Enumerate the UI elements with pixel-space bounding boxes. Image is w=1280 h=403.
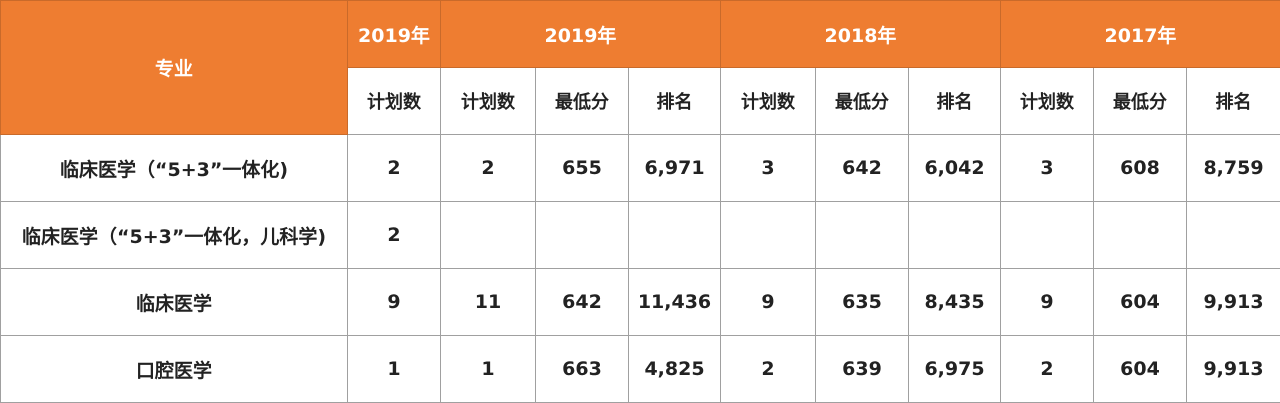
value-cell: 635 xyxy=(816,269,909,336)
value-cell xyxy=(721,202,816,269)
group-header: 2019年 xyxy=(348,1,441,68)
value-cell: 8,435 xyxy=(909,269,1001,336)
value-cell: 3 xyxy=(721,135,816,202)
value-cell: 604 xyxy=(1094,269,1187,336)
group-header: 2017年 xyxy=(1001,1,1280,68)
value-cell: 1 xyxy=(441,336,536,403)
value-cell: 604 xyxy=(1094,336,1187,403)
value-cell xyxy=(629,202,721,269)
value-cell: 639 xyxy=(816,336,909,403)
value-cell: 2 xyxy=(1001,336,1094,403)
value-cell: 2 xyxy=(721,336,816,403)
value-cell xyxy=(1001,202,1094,269)
value-cell: 9 xyxy=(721,269,816,336)
subheader-cell: 最低分 xyxy=(1094,68,1187,135)
major-cell: 临床医学 xyxy=(1,269,348,336)
value-cell: 11,436 xyxy=(629,269,721,336)
value-cell: 642 xyxy=(816,135,909,202)
subheader-cell: 排名 xyxy=(629,68,721,135)
value-cell: 9 xyxy=(348,269,441,336)
subheader-cell: 排名 xyxy=(909,68,1001,135)
subheader-cell: 计划数 xyxy=(1001,68,1094,135)
header-row-groups: 专业 2019年 2019年 2018年 2017年 xyxy=(1,1,1280,68)
value-cell: 642 xyxy=(536,269,629,336)
value-cell: 655 xyxy=(536,135,629,202)
value-cell: 6,971 xyxy=(629,135,721,202)
value-cell xyxy=(441,202,536,269)
value-cell: 9,913 xyxy=(1187,336,1280,403)
group-header: 2018年 xyxy=(721,1,1001,68)
value-cell: 11 xyxy=(441,269,536,336)
value-cell xyxy=(909,202,1001,269)
major-header: 专业 xyxy=(1,1,348,135)
subheader-cell: 排名 xyxy=(1187,68,1280,135)
subheader-cell: 计划数 xyxy=(721,68,816,135)
value-cell xyxy=(1094,202,1187,269)
subheader-cell: 最低分 xyxy=(816,68,909,135)
major-cell: 口腔医学 xyxy=(1,336,348,403)
subheader-cell: 计划数 xyxy=(348,68,441,135)
value-cell: 608 xyxy=(1094,135,1187,202)
value-cell: 663 xyxy=(536,336,629,403)
subheader-cell: 最低分 xyxy=(536,68,629,135)
value-cell: 9 xyxy=(1001,269,1094,336)
value-cell: 8,759 xyxy=(1187,135,1280,202)
table-row: 临床医学（“5+3”一体化，儿科学)2 xyxy=(1,202,1280,269)
value-cell xyxy=(1187,202,1280,269)
value-cell: 2 xyxy=(348,202,441,269)
value-cell: 2 xyxy=(441,135,536,202)
value-cell: 6,975 xyxy=(909,336,1001,403)
value-cell: 4,825 xyxy=(629,336,721,403)
subheader-cell: 计划数 xyxy=(441,68,536,135)
major-cell: 临床医学（“5+3”一体化) xyxy=(1,135,348,202)
value-cell: 3 xyxy=(1001,135,1094,202)
value-cell: 2 xyxy=(348,135,441,202)
value-cell xyxy=(536,202,629,269)
group-header: 2019年 xyxy=(441,1,721,68)
value-cell: 1 xyxy=(348,336,441,403)
value-cell: 9,913 xyxy=(1187,269,1280,336)
value-cell: 6,042 xyxy=(909,135,1001,202)
value-cell xyxy=(816,202,909,269)
major-cell: 临床医学（“5+3”一体化，儿科学) xyxy=(1,202,348,269)
